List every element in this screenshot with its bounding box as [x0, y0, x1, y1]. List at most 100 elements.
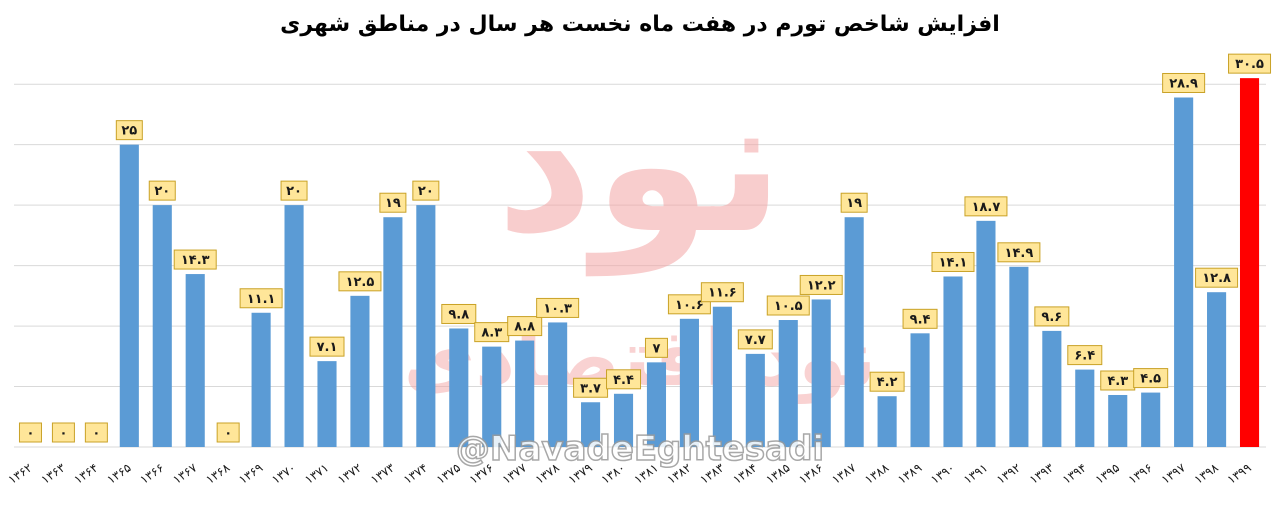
x-tick-8: ۱۳۷۰ [269, 461, 298, 487]
x-tick-29: ۱۳۹۱ [961, 461, 990, 487]
data-label-18: ۴.۴ [606, 369, 642, 390]
data-label-box [902, 308, 938, 329]
x-tick-5: ۱۳۶۷ [170, 460, 200, 487]
data-label-text: ۶.۴ [1074, 349, 1095, 364]
data-label-text: ۱۴.۳ [181, 253, 210, 268]
x-tick-11: ۱۳۷۳ [368, 460, 398, 487]
data-label-box [840, 192, 868, 213]
data-label-box [1067, 345, 1103, 366]
x-tick-31: ۱۳۹۳ [1027, 460, 1057, 487]
data-label-text: ۹.۴ [910, 312, 931, 327]
data-label-text: ۲۰ [154, 184, 170, 199]
data-label-text: ۸.۸ [514, 320, 535, 335]
data-label-35: ۲۸.۹ [1162, 72, 1206, 93]
data-label-text: ۰ [27, 426, 35, 441]
data-label-text: ۰ [92, 426, 100, 441]
data-label-box [441, 303, 477, 324]
bar-29 [976, 220, 996, 447]
data-label-box [412, 180, 440, 201]
data-label-33: ۴.۳ [1100, 370, 1136, 391]
data-label-30: ۱۴.۹ [997, 242, 1041, 263]
bar-7 [251, 312, 271, 447]
data-label-box [766, 295, 810, 316]
data-label-text: ۱۹ [846, 196, 862, 211]
data-label-36: ۱۲.۸ [1195, 267, 1239, 288]
data-label-text: ۱۹ [385, 196, 401, 211]
x-tick-25: ۱۳۸۷ [829, 460, 859, 487]
x-tick-9: ۱۳۷۱ [302, 461, 331, 487]
data-label-text: ۲۰ [286, 184, 302, 199]
data-label-box [216, 422, 240, 443]
data-label-15: ۸.۸ [507, 316, 543, 337]
data-label-11: ۱۹ [379, 192, 407, 213]
data-label-box [1133, 368, 1169, 389]
data-label-text: ۴.۲ [877, 375, 898, 390]
data-label-7: ۱۱.۱ [239, 288, 283, 309]
x-tick-3: ۱۳۶۵ [104, 461, 133, 487]
x-tick-35: ۱۳۹۷ [1159, 460, 1189, 487]
bar-17 [581, 402, 601, 447]
data-label-34: ۴.۵ [1133, 368, 1169, 389]
x-tick-26: ۱۳۸۸ [862, 460, 892, 487]
data-label-16: ۱۰.۳ [536, 297, 580, 318]
data-label-2: ۰ [84, 422, 108, 443]
data-label-25: ۱۹ [840, 192, 868, 213]
bar-30 [1009, 266, 1029, 447]
data-label-text: ۷ [653, 341, 661, 356]
bar-36 [1207, 292, 1227, 447]
bar-3 [119, 144, 139, 447]
data-label-37: ۳۰.۵ [1228, 53, 1272, 74]
data-label-box [239, 288, 283, 309]
data-label-text: ۹.۸ [448, 307, 469, 322]
data-label-box [644, 337, 668, 358]
bar-31 [1042, 330, 1062, 447]
data-label-box [1195, 267, 1239, 288]
bar-14 [482, 346, 502, 447]
data-label-text: ۰ [59, 426, 67, 441]
data-label-5: ۱۴.۳ [173, 249, 217, 270]
data-label-text: ۱۱.۶ [708, 286, 737, 301]
x-tick-33: ۱۳۹۵ [1093, 461, 1122, 487]
watermark: نود نود اقتصادی [404, 54, 877, 404]
data-label-26: ۴.۲ [869, 371, 905, 392]
data-label-box [964, 196, 1008, 217]
data-label-box [997, 242, 1041, 263]
data-label-text: ۲۵ [121, 124, 137, 139]
data-label-box [84, 422, 108, 443]
x-tick-10: ۱۳۷۲ [335, 461, 364, 487]
data-label-3: ۲۵ [115, 120, 143, 141]
data-label-text: ۱۱.۱ [247, 292, 276, 307]
data-label-29: ۱۸.۷ [964, 196, 1008, 217]
x-tick-37: ۱۳۹۹ [1225, 461, 1254, 487]
x-tick-4: ۱۳۶۶ [137, 461, 166, 487]
data-label-text: ۳۰.۵ [1235, 57, 1264, 72]
data-label-32: ۶.۴ [1067, 345, 1103, 366]
x-tick-1: ۱۳۶۳ [39, 460, 69, 487]
bar-22 [745, 353, 765, 447]
data-label-box [379, 192, 407, 213]
data-label-1: ۰ [51, 422, 75, 443]
data-label-text: ۱۲.۸ [1202, 271, 1231, 286]
data-label-28: ۱۴.۱ [931, 251, 975, 272]
data-label-22: ۷.۷ [737, 329, 773, 350]
data-label-text: ۰ [224, 426, 232, 441]
data-label-text: ۴.۵ [1140, 372, 1161, 387]
data-label-text: ۷.۱ [317, 340, 338, 355]
data-label-text: ۱۴.۹ [1005, 246, 1034, 261]
data-label-9: ۷.۱ [309, 336, 345, 357]
data-label-box [148, 180, 176, 201]
bar-23 [778, 320, 798, 447]
bar-16 [548, 322, 568, 447]
chart-title: افزایش شاخص تورم در هفت ماه نخست هر سال … [280, 12, 1000, 37]
bar-18 [613, 393, 634, 447]
data-label-17: ۳.۷ [573, 377, 609, 398]
x-tick-2: ۱۳۶۴ [71, 461, 100, 487]
data-label-box [1034, 306, 1070, 327]
data-label-24: ۱۲.۲ [799, 274, 843, 295]
data-label-text: ۹.۶ [1041, 310, 1062, 325]
bar-21 [712, 306, 732, 447]
x-tick-7: ۱۳۶۹ [236, 461, 265, 487]
data-label-27: ۹.۴ [902, 308, 938, 329]
data-label-12: ۲۰ [412, 180, 440, 201]
